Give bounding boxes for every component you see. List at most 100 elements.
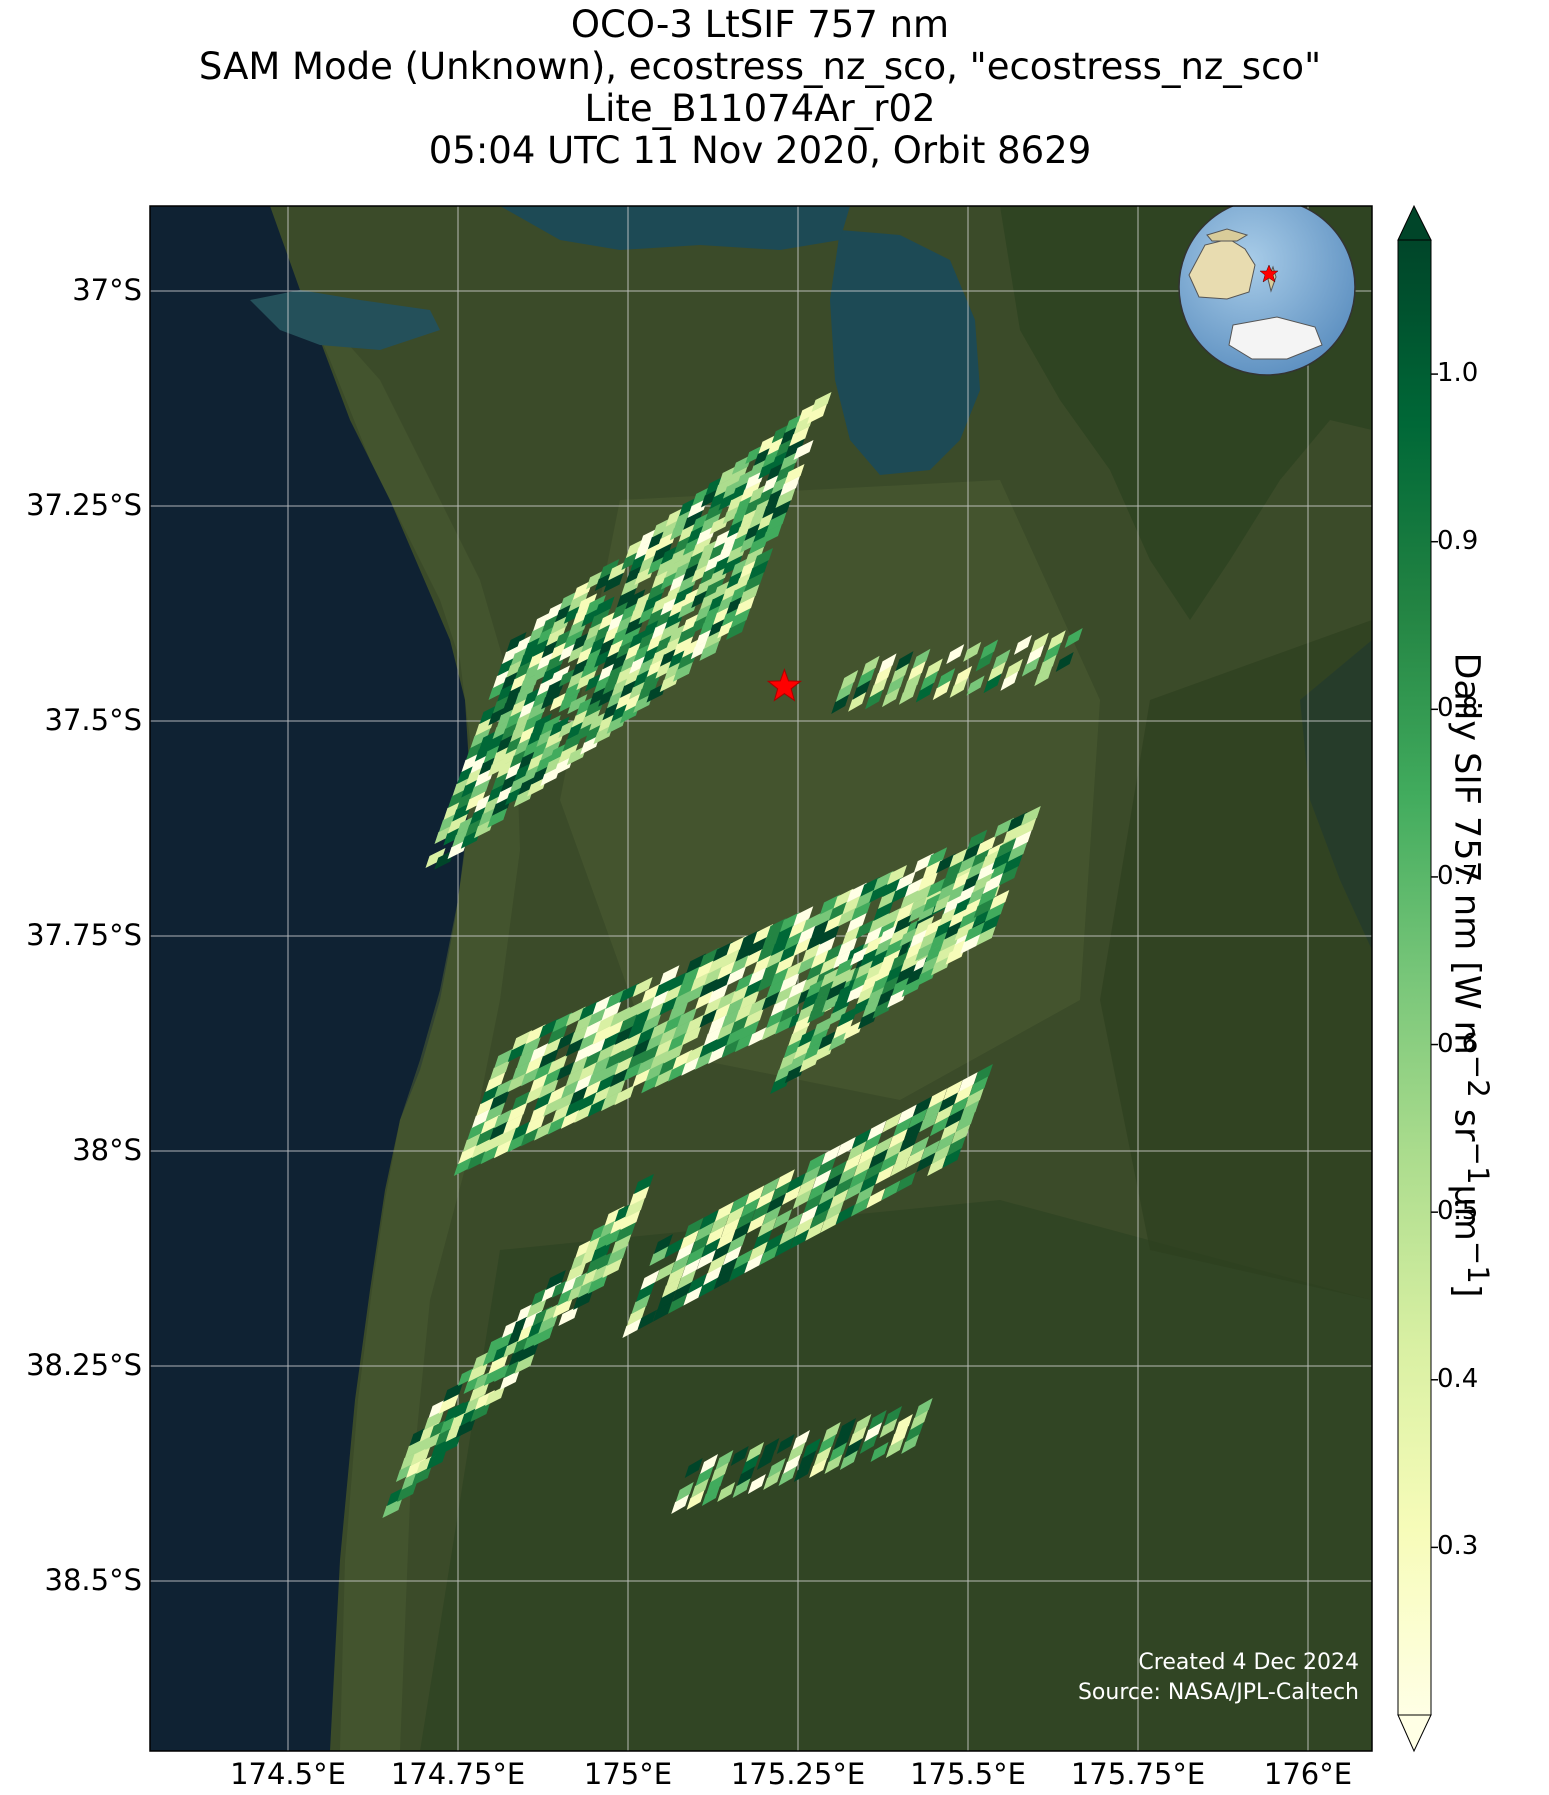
sif-footprint (438, 1394, 459, 1414)
sif-footprint (652, 1301, 672, 1322)
sif-footprint (770, 1074, 791, 1094)
sif-footprint (587, 1006, 608, 1027)
sif-footprint (547, 1114, 568, 1135)
sif-footprint (812, 1016, 833, 1037)
sif-footprint (886, 864, 907, 885)
sif-footprint (703, 995, 724, 1016)
sif-footprint (868, 1148, 888, 1169)
sif-footprint (499, 1370, 520, 1390)
title-line-3: Lite_B11074Ar_r02 (584, 87, 936, 130)
sif-footprint (730, 983, 751, 1004)
sif-footprint (925, 942, 946, 963)
sif-footprint (701, 1237, 721, 1258)
hauraki-gulf (500, 206, 850, 250)
sif-footprint (645, 1031, 666, 1052)
sif-footprint (596, 1073, 617, 1094)
sif-footprint (654, 1037, 675, 1058)
sif-footprint (774, 1237, 794, 1258)
sif-footprint (803, 1192, 823, 1213)
sif-footprint (425, 848, 446, 868)
sif-footprint (736, 1209, 756, 1230)
sif-footprint (775, 1169, 795, 1190)
sif-footprint (824, 942, 845, 963)
sif-footprint (885, 1438, 904, 1458)
sif-footprint (766, 1193, 786, 1214)
sif-footprint (835, 682, 854, 702)
sif-footprint (534, 1120, 555, 1141)
sif-footprint (814, 1196, 834, 1217)
sif-footprint (574, 1042, 595, 1063)
sif-footprint (666, 1265, 686, 1286)
sif-footprint (905, 1422, 924, 1442)
sif-footprint (605, 988, 626, 1009)
sif-footprint (622, 1318, 642, 1338)
sif-footprint (488, 1354, 509, 1374)
sif-footprint (803, 1040, 824, 1061)
sif-footprint (696, 1249, 716, 1270)
sif-footprint (953, 895, 974, 916)
sif-footprint (514, 684, 535, 705)
sif-footprint (700, 513, 721, 534)
sif-footprint (989, 859, 1010, 880)
sif-footprint (632, 1007, 653, 1028)
sif-footprint (916, 966, 937, 987)
sif-footprint (659, 1055, 680, 1076)
sif-footprint (802, 942, 823, 963)
sif-footprint (858, 1144, 878, 1165)
sif-footprint (818, 1029, 839, 1050)
sif-footprint (540, 714, 561, 735)
sif-footprint (888, 1128, 908, 1149)
sif-footprint (741, 1454, 760, 1474)
sif-footprint (632, 977, 653, 998)
sif-footprint (740, 481, 761, 502)
sif-footprint (470, 728, 491, 748)
sif-footprint (683, 509, 704, 530)
sif-footprint (748, 996, 769, 1017)
sif-footprint (806, 960, 827, 981)
sif-footprint (967, 829, 988, 850)
lon-tick-label: 175.25°E (730, 1757, 866, 1791)
sif-footprint (859, 1172, 879, 1193)
sif-footprint (653, 1234, 673, 1254)
sif-footprint (681, 1055, 702, 1076)
sif-footprint (882, 907, 903, 928)
sif-footprint (966, 859, 987, 880)
sif-footprint (695, 1221, 715, 1242)
sif-footprint (943, 894, 964, 915)
sif-footprint (1007, 842, 1028, 862)
sif-footprint (920, 954, 941, 975)
sif-footprint (686, 1245, 706, 1266)
sif-footprint (578, 1030, 599, 1051)
sif-footprint (976, 835, 997, 856)
sif-footprint (677, 1269, 697, 1290)
sif-footprint (667, 1061, 688, 1082)
sif-footprint (816, 979, 837, 1000)
lat-tick-label: 37.75°S (26, 918, 142, 952)
sif-footprint (748, 560, 769, 580)
sif-footprint (855, 958, 876, 979)
sif-footprint (818, 1434, 837, 1454)
sif-footprint (538, 1018, 559, 1039)
sif-footprint (447, 813, 468, 834)
sif-footprint (556, 1030, 577, 1051)
sif-footprint (619, 982, 640, 1003)
sif-footprint (849, 1168, 869, 1189)
map-area (150, 206, 1372, 1751)
sif-footprint (619, 1013, 640, 1034)
sif-footprint (739, 1020, 760, 1041)
sif-footprint (650, 989, 671, 1010)
sif-footprint (908, 902, 929, 923)
sif-footprint (547, 1024, 568, 1045)
sif-footprint (773, 1209, 793, 1230)
sif-footprint (538, 1314, 559, 1334)
sif-footprint (980, 639, 999, 660)
sif-footprint (677, 977, 698, 998)
sif-footprint (847, 1140, 867, 1161)
chart-title: OCO-3 LtSIF 757 nm SAM Mode (Unknown), e… (0, 4, 1520, 172)
sif-footprint (573, 1290, 594, 1310)
sif-footprint (731, 1221, 751, 1242)
sif-footprint (880, 949, 901, 970)
sif-footprint (577, 593, 598, 614)
sif-footprint (846, 882, 867, 903)
sif-footprint (989, 890, 1010, 910)
